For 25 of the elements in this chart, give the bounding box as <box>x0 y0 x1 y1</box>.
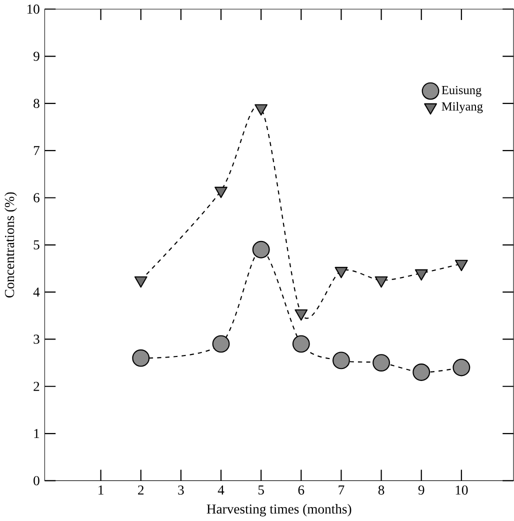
x-tick-label: 8 <box>378 486 384 495</box>
y-tick-label: 9 <box>33 52 40 61</box>
x-tick-label: 10 <box>456 486 468 495</box>
x-tick-label: 3 <box>178 486 184 495</box>
y-tick-label: 6 <box>34 193 40 202</box>
y-tick-label: 7 <box>34 146 40 156</box>
x-tick-label: 2 <box>138 486 144 495</box>
x-tick-label: 4 <box>218 485 224 494</box>
y-tick-label: 2 <box>34 382 40 391</box>
legend-label: Milyang <box>442 102 483 114</box>
x-tick-label: 5 <box>258 485 264 495</box>
y-tick-label: 3 <box>34 334 40 344</box>
x-tick-label: 1 <box>98 486 104 494</box>
x-axis-title: Harvesting times (months) <box>206 504 352 516</box>
y-tick-label: 0 <box>34 476 40 486</box>
y-tick-label: 10 <box>27 4 40 14</box>
y-tick-label: 5 <box>34 240 40 250</box>
y-tick-label: 8 <box>34 98 40 108</box>
legend-label: Euisung <box>442 86 482 97</box>
x-tick-label: 9 <box>418 486 424 495</box>
x-tick-label: 6 <box>298 486 304 495</box>
y-tick-label: 4 <box>33 288 40 297</box>
y-axis-title: Concentrations (%) <box>4 192 17 298</box>
y-tick-label: 1 <box>34 429 40 438</box>
x-tick-label: 7 <box>338 485 344 494</box>
